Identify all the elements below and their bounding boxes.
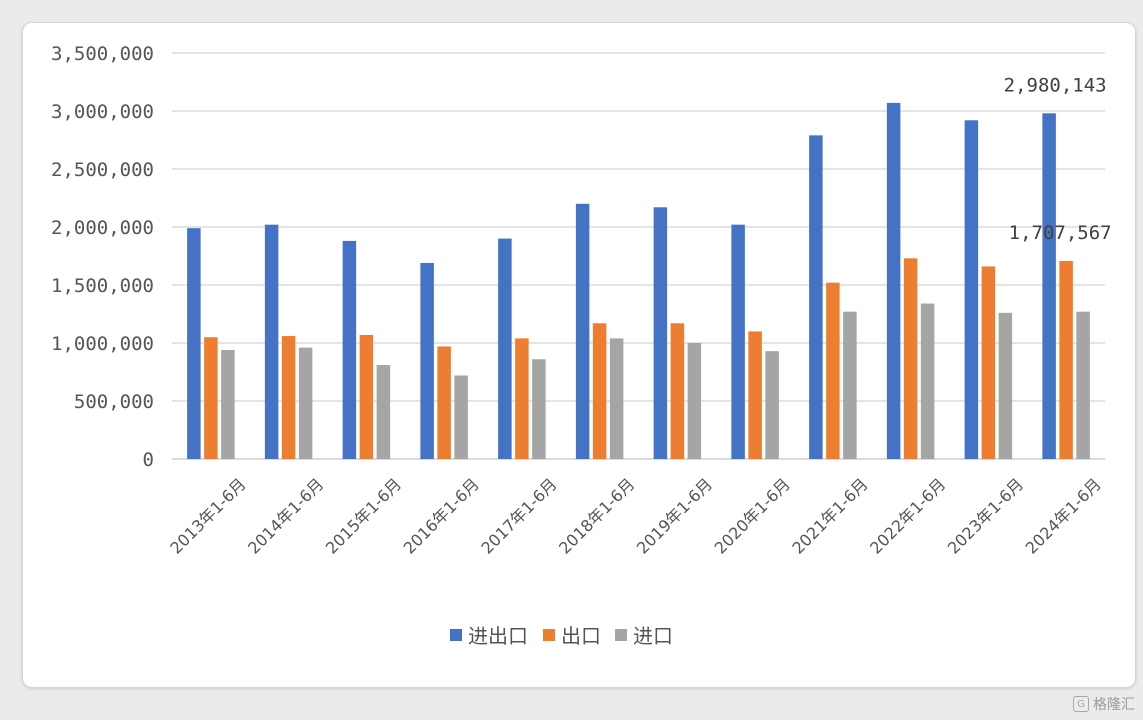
x-tick-label: 2019年1-6月 [633,474,716,557]
bar-total [498,238,512,459]
bar-import [998,312,1013,459]
legend-label: 进出口 [468,624,528,648]
x-tick-label: 2023年1-6月 [944,474,1027,557]
bar-import [221,349,235,459]
bar-total [187,228,201,459]
bar-import [687,343,702,459]
x-tick-label: 2013年1-6月 [166,474,249,557]
x-tick-label: 2016年1-6月 [400,474,483,557]
bar-import [376,365,391,459]
legend-swatch [615,629,627,641]
x-tick-label: 2018年1-6月 [555,474,638,557]
y-tick-label: 500,000 [74,391,154,413]
bar-chart: 0 500,000 1,000,000 1,500,000 2,000,000 2,500… [51,43,1112,648]
y-tick-label: 2,000,000 [51,217,154,239]
x-tick-label: 2017年1-6月 [477,474,560,557]
g-logo-icon: G [1073,696,1089,712]
bar-export [1059,260,1073,459]
bar-export [592,323,607,459]
bar-total [964,120,979,459]
x-tick-label: 2015年1-6月 [322,474,405,557]
bar-total [731,224,745,459]
y-tick-label: 1,500,000 [51,275,154,297]
legend-swatch [543,629,555,641]
bar-total [886,102,901,459]
data-label: 2,980,143 [1004,74,1107,96]
bar-import [532,359,546,459]
bar-import [609,338,624,459]
bar-import [454,375,468,459]
x-tick-label: 2020年1-6月 [711,474,794,557]
bar-total [575,203,590,459]
data-label: 1,707,567 [1009,222,1112,244]
bar-export [204,337,218,459]
bar-export [670,323,685,459]
bar-export [515,338,529,459]
y-tick-label: 0 [143,449,154,471]
bar-export [981,266,996,459]
bar-import [843,311,857,459]
x-tick-label: 2021年1-6月 [788,474,871,557]
bar-export [826,282,840,459]
x-tick-label: 2014年1-6月 [244,474,327,557]
bar-total [264,224,279,459]
bar-total [809,135,823,460]
watermark: G 格隆汇 [1073,694,1135,714]
y-tick-label: 3,500,000 [51,43,154,65]
bar-import [298,347,313,459]
legend-label: 进口 [633,624,673,648]
x-tick-label: 2024年1-6月 [1022,474,1105,557]
watermark-text: 格隆汇 [1093,697,1135,713]
bar-total [420,262,434,459]
bar-total [653,207,668,459]
bar-import [765,351,779,459]
bar-export [748,331,762,459]
legend-label: 出口 [561,624,601,648]
bar-import [1076,311,1090,459]
y-tick-label: 3,000,000 [51,101,154,123]
chart-card: 0 500,000 1,000,000 1,500,000 2,000,000 2,500… [22,22,1136,688]
y-tick-label: 2,500,000 [51,159,154,181]
legend-swatch [450,629,462,641]
bar-total [1042,113,1056,460]
bar-total [342,240,357,459]
bar-import [920,303,935,459]
bar-export [281,336,296,459]
bar-export [437,346,451,459]
bar-export [903,258,918,459]
y-tick-label: 1,000,000 [51,333,154,355]
x-tick-label: 2022年1-6月 [866,474,949,557]
bar-export [359,334,374,459]
